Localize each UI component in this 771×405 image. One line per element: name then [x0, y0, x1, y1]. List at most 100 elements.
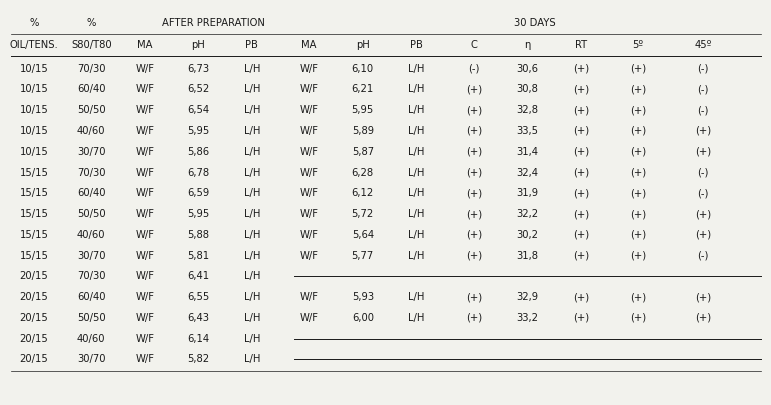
Text: L/H: L/H [408, 147, 425, 157]
Text: W/F: W/F [135, 209, 154, 219]
Text: L/H: L/H [408, 230, 425, 240]
Text: (+): (+) [695, 147, 712, 157]
Text: 50/50: 50/50 [77, 209, 106, 219]
Text: W/F: W/F [300, 147, 318, 157]
Text: W/F: W/F [300, 292, 318, 302]
Text: 32,8: 32,8 [517, 105, 538, 115]
Text: 5,64: 5,64 [352, 230, 374, 240]
Text: (+): (+) [466, 313, 482, 323]
Text: 6,43: 6,43 [187, 313, 209, 323]
Text: 20/15: 20/15 [19, 292, 49, 302]
Text: 70/30: 70/30 [77, 168, 106, 177]
Text: 60/40: 60/40 [77, 292, 106, 302]
Text: (+): (+) [630, 188, 646, 198]
Text: AFTER PREPARATION: AFTER PREPARATION [162, 18, 265, 28]
Text: W/F: W/F [135, 168, 154, 177]
Text: W/F: W/F [300, 64, 318, 74]
Text: (+): (+) [630, 105, 646, 115]
Text: 10/15: 10/15 [19, 126, 49, 136]
Text: W/F: W/F [135, 313, 154, 323]
Text: MA: MA [301, 40, 317, 50]
Text: 10/15: 10/15 [19, 147, 49, 157]
Text: (+): (+) [630, 168, 646, 177]
Text: (+): (+) [466, 105, 482, 115]
Text: (+): (+) [695, 126, 712, 136]
Text: 32,9: 32,9 [517, 292, 538, 302]
Text: L/H: L/H [244, 334, 260, 344]
Text: 6,28: 6,28 [352, 168, 374, 177]
Text: L/H: L/H [244, 251, 260, 261]
Text: L/H: L/H [244, 105, 260, 115]
Text: 6,41: 6,41 [187, 271, 210, 281]
Text: S80/T80: S80/T80 [71, 40, 112, 50]
Text: 32,2: 32,2 [517, 209, 538, 219]
Text: 40/60: 40/60 [77, 126, 106, 136]
Text: L/H: L/H [244, 64, 260, 74]
Text: (+): (+) [466, 230, 482, 240]
Text: L/H: L/H [408, 313, 425, 323]
Text: (+): (+) [630, 292, 646, 302]
Text: (-): (-) [468, 64, 480, 74]
Text: 5,72: 5,72 [352, 209, 374, 219]
Text: pH: pH [356, 40, 369, 50]
Text: 5,82: 5,82 [187, 354, 210, 364]
Text: W/F: W/F [135, 334, 154, 344]
Text: (+): (+) [466, 168, 482, 177]
Text: L/H: L/H [244, 292, 260, 302]
Text: (+): (+) [573, 251, 589, 261]
Text: 10/15: 10/15 [19, 105, 49, 115]
Text: 40/60: 40/60 [77, 230, 106, 240]
Text: 70/30: 70/30 [77, 64, 106, 74]
Text: L/H: L/H [244, 188, 260, 198]
Text: 30,6: 30,6 [517, 64, 538, 74]
Text: 30 DAYS: 30 DAYS [514, 18, 556, 28]
Text: (+): (+) [695, 209, 712, 219]
Text: W/F: W/F [135, 251, 154, 261]
Text: W/F: W/F [135, 271, 154, 281]
Text: 6,54: 6,54 [187, 105, 210, 115]
Text: (+): (+) [573, 105, 589, 115]
Text: (+): (+) [695, 230, 712, 240]
Text: (+): (+) [573, 126, 589, 136]
Text: W/F: W/F [300, 126, 318, 136]
Text: 6,55: 6,55 [187, 292, 210, 302]
Text: 60/40: 60/40 [77, 85, 106, 94]
Text: 6,21: 6,21 [352, 85, 374, 94]
Text: L/H: L/H [408, 209, 425, 219]
Text: 10/15: 10/15 [19, 64, 49, 74]
Text: W/F: W/F [135, 64, 154, 74]
Text: 5,95: 5,95 [187, 126, 210, 136]
Text: 6,12: 6,12 [352, 188, 374, 198]
Text: 5,95: 5,95 [187, 209, 210, 219]
Text: 15/15: 15/15 [19, 209, 49, 219]
Text: 40/60: 40/60 [77, 334, 106, 344]
Text: L/H: L/H [408, 168, 425, 177]
Text: PB: PB [245, 40, 258, 50]
Text: (+): (+) [630, 85, 646, 94]
Text: 70/30: 70/30 [77, 271, 106, 281]
Text: W/F: W/F [135, 105, 154, 115]
Text: L/H: L/H [408, 126, 425, 136]
Text: (+): (+) [573, 313, 589, 323]
Text: OIL/TENS.: OIL/TENS. [9, 40, 59, 50]
Text: L/H: L/H [244, 230, 260, 240]
Text: 30,8: 30,8 [517, 85, 538, 94]
Text: 50/50: 50/50 [77, 313, 106, 323]
Text: L/H: L/H [244, 147, 260, 157]
Text: (-): (-) [698, 251, 709, 261]
Text: W/F: W/F [300, 251, 318, 261]
Text: (+): (+) [630, 230, 646, 240]
Text: C: C [470, 40, 477, 50]
Text: L/H: L/H [244, 126, 260, 136]
Text: L/H: L/H [408, 85, 425, 94]
Text: (+): (+) [466, 209, 482, 219]
Text: 5,86: 5,86 [187, 147, 210, 157]
Text: 6,00: 6,00 [352, 313, 374, 323]
Text: L/H: L/H [408, 64, 425, 74]
Text: 6,52: 6,52 [187, 85, 210, 94]
Text: 5,88: 5,88 [187, 230, 209, 240]
Text: (+): (+) [630, 64, 646, 74]
Text: 20/15: 20/15 [19, 334, 49, 344]
Text: (+): (+) [466, 147, 482, 157]
Text: 33,2: 33,2 [517, 313, 538, 323]
